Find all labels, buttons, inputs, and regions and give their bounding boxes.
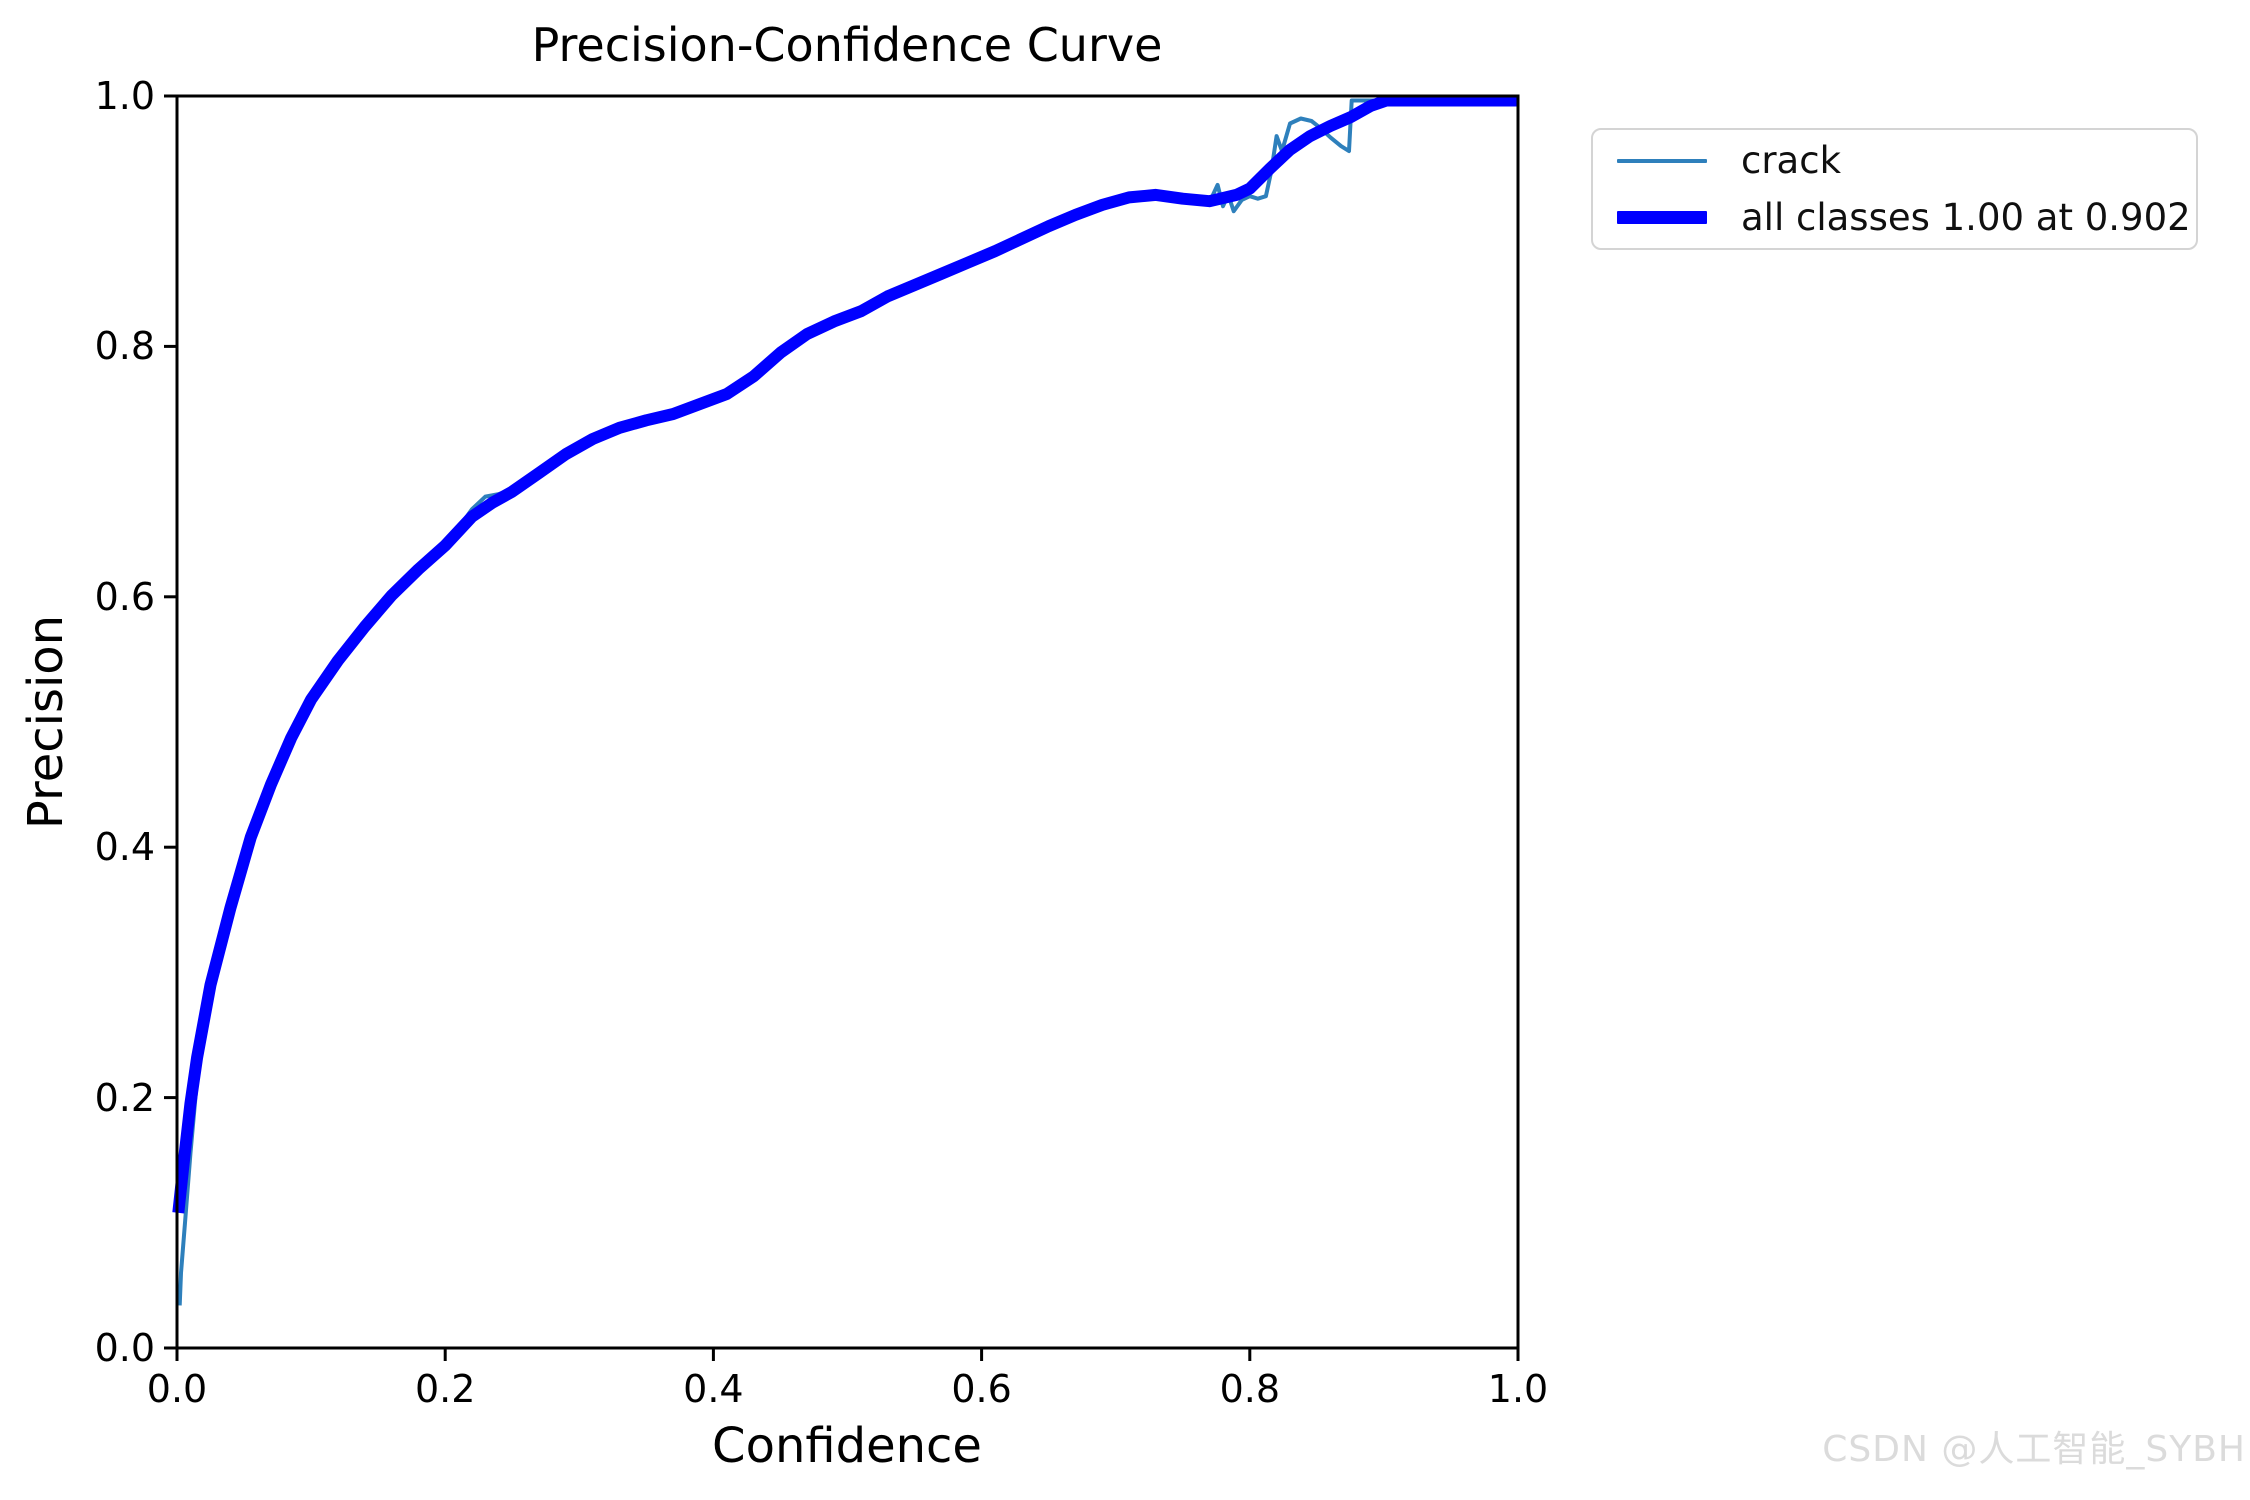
y-tick-label: 0.2 — [94, 1075, 155, 1120]
legend-box: crack all classes 1.00 at 0.902 — [1591, 128, 2198, 250]
x-tick-label: 0.0 — [146, 1367, 208, 1411]
x-tick-label: 1.0 — [1487, 1367, 1549, 1411]
y-tick-label: 1.0 — [94, 74, 155, 118]
x-axis-label: Confidence — [712, 1418, 982, 1474]
y-axis-label: Precision — [18, 614, 74, 830]
y-tick-label: 0.4 — [94, 825, 155, 870]
plot-border — [175, 94, 1520, 1350]
x-tick-label: 0.4 — [683, 1367, 744, 1411]
chart-title: Precision-Confidence Curve — [531, 18, 1163, 72]
legend-label-all-classes: all classes 1.00 at 0.902 — [1741, 196, 2191, 239]
y-tick-label: 0.6 — [94, 574, 155, 619]
x-tick-label: 0.6 — [951, 1367, 1012, 1411]
series-line-crack — [177, 98, 1518, 1306]
legend-label-crack: crack — [1741, 139, 1841, 182]
x-tick-label: 0.8 — [1219, 1367, 1281, 1411]
legend-entry-all-classes: all classes 1.00 at 0.902 — [1617, 196, 2196, 239]
series-line-all — [172, 94, 1518, 1214]
csdn-watermark: CSDN @人工智能_SYBH — [1822, 1429, 2246, 1470]
legend-line-sample-all-classes — [1617, 211, 1707, 224]
y-tick-label: 0.0 — [94, 1326, 155, 1370]
y-tick-label: 0.8 — [94, 324, 155, 369]
x-tick-label: 0.2 — [414, 1367, 476, 1411]
legend-entry-crack: crack — [1617, 139, 2196, 182]
legend-line-sample-crack — [1617, 158, 1707, 163]
